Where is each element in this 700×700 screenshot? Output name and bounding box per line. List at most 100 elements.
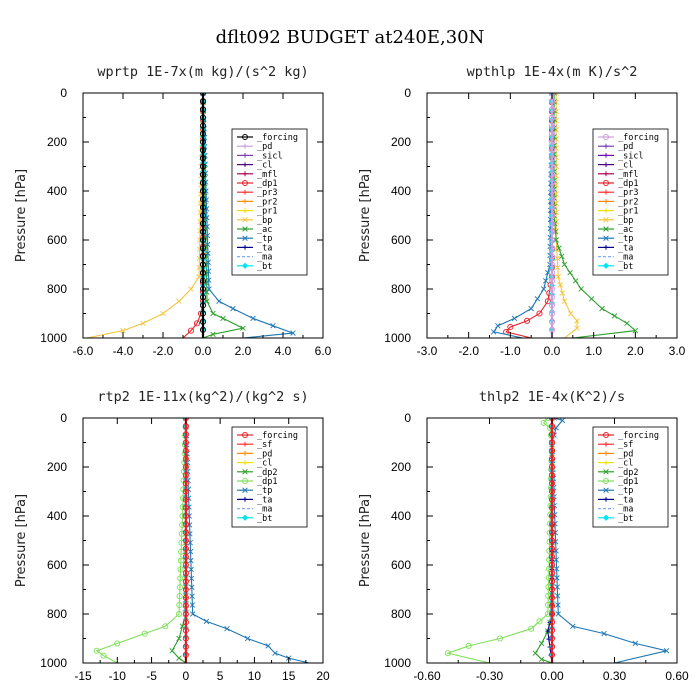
y-tick-label: 800 [391, 282, 411, 296]
data-point [182, 610, 189, 618]
legend-label: _dp1 [257, 179, 277, 189]
legend-label: _mfl [618, 170, 638, 180]
data-point [210, 310, 216, 317]
data-point [120, 327, 126, 334]
x-tick-label: 6.0 [315, 344, 332, 358]
data-point [495, 323, 501, 329]
legend-label: _pd [618, 142, 633, 152]
x-tick-label: -0.60 [413, 669, 441, 683]
data-point [210, 331, 216, 338]
series-line [551, 418, 667, 663]
legend-entry: _cl [598, 459, 633, 469]
data-point [100, 652, 107, 659]
data-point [554, 255, 560, 262]
data-point [199, 196, 207, 203]
data-point [188, 557, 194, 564]
data-point [548, 586, 556, 593]
data-point [182, 455, 189, 462]
data-point [548, 529, 556, 536]
legend-label: _sf [618, 440, 633, 450]
data-point [548, 627, 556, 634]
data-point [555, 264, 561, 271]
legend-entry: _bp [237, 216, 272, 226]
data-point [555, 274, 561, 280]
data-point [588, 296, 595, 302]
legend-label: _sicl [257, 151, 283, 161]
data-point [199, 171, 207, 178]
legend-label: _pr3 [618, 188, 638, 198]
legend-label: _mfl [257, 170, 277, 180]
legend-label: _sicl [618, 151, 644, 161]
data-point [559, 290, 566, 296]
legend-marker [242, 217, 248, 223]
data-point [141, 630, 148, 637]
legend-entry: _bp [598, 216, 633, 226]
series-line [95, 418, 187, 663]
data-point [556, 245, 562, 251]
data-point [140, 320, 146, 327]
figure-title: dflt092 BUDGET at240E,30N [216, 27, 485, 48]
data-point [230, 305, 236, 312]
series-forcing [182, 418, 189, 663]
data-point [548, 594, 556, 601]
legend-entry: _bt [598, 262, 633, 272]
data-point [555, 611, 561, 617]
legend-entry: _sicl [237, 151, 283, 161]
data-point [548, 122, 556, 129]
legend-entry: _bt [237, 262, 272, 272]
data-point [549, 93, 555, 96]
data-point [204, 232, 211, 239]
legend-label: _tp [618, 234, 633, 244]
legend-label: _pr1 [257, 207, 277, 217]
legend-marker [242, 162, 248, 167]
series-forcing [548, 418, 556, 663]
y-tick-label: 600 [47, 558, 67, 572]
y-tick-label: 0 [404, 86, 411, 100]
data-point [175, 610, 183, 618]
y-tick-label: 800 [391, 607, 411, 621]
legend-label: _pr1 [618, 207, 638, 217]
legend-label: _dp1 [257, 477, 277, 487]
data-point [548, 463, 556, 471]
x-tick-label: 20 [316, 669, 330, 683]
legend-entry: _tp [598, 234, 633, 244]
x-tick-label: 5 [217, 669, 224, 683]
legend-entry: _tp [237, 486, 272, 496]
data-point [182, 463, 189, 471]
legend-marker [603, 441, 609, 447]
legend-label: _ac [257, 225, 272, 235]
legend-marker [602, 514, 610, 521]
data-point [199, 155, 207, 162]
legend-entry: _tp [237, 234, 272, 244]
legend-marker [242, 199, 248, 204]
legend-marker [242, 171, 248, 177]
data-point [548, 220, 556, 227]
plot-area [93, 418, 310, 663]
legend-marker [241, 514, 249, 521]
x-tick-label: -15 [74, 669, 92, 683]
data-point [189, 602, 196, 608]
data-point [548, 253, 556, 260]
data-point [162, 623, 169, 630]
y-tick-label: 600 [47, 233, 67, 247]
data-point [182, 635, 189, 642]
legend-marker [603, 451, 609, 456]
legend-marker [603, 460, 609, 465]
data-point [199, 122, 207, 129]
legend-marker [242, 432, 248, 438]
legend-entry: _ta [237, 243, 272, 253]
data-point [567, 269, 573, 276]
data-point [290, 330, 296, 336]
legend-entry: _forcing [237, 133, 298, 143]
legend-marker [242, 460, 248, 465]
legend-marker [603, 162, 609, 167]
legend-entry: _sf [237, 440, 272, 450]
data-point [199, 130, 207, 137]
data-point [599, 305, 605, 312]
legend-marker [603, 143, 609, 149]
y-axis-label: Pressure [hPa] [14, 169, 29, 262]
legend-marker [242, 487, 248, 493]
legend-marker [602, 262, 610, 269]
y-axis-label: Pressure [hPa] [358, 494, 373, 587]
y-axis-label: Pressure [hPa] [358, 169, 373, 262]
